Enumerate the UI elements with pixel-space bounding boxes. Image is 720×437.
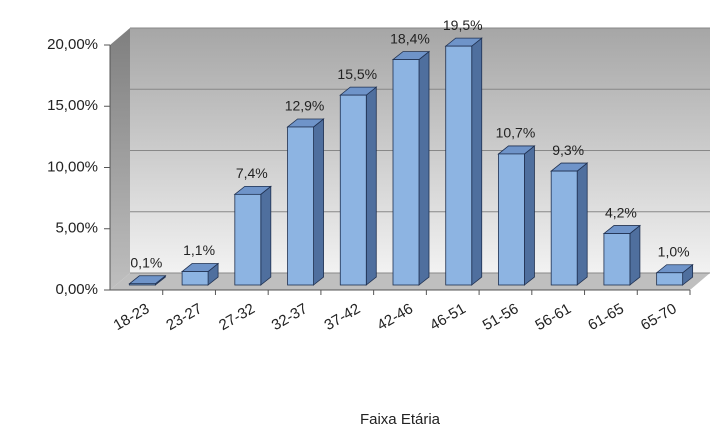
bar [233, 185, 272, 286]
x-tick-label: 37-42 [322, 300, 364, 334]
bar-front [445, 45, 473, 286]
data-label: 4,2% [605, 204, 637, 220]
data-label: 18,4% [390, 30, 430, 46]
bar-side [313, 118, 324, 286]
data-label: 9,3% [552, 142, 584, 158]
bar-side [524, 145, 535, 286]
x-tick-label: 65-70 [638, 300, 680, 334]
data-label: 12,9% [285, 98, 325, 114]
bar-side [629, 224, 641, 286]
bar-side [576, 162, 588, 286]
data-label: 1,0% [658, 243, 690, 259]
bar-front [234, 193, 262, 286]
bar [391, 50, 431, 286]
data-label: 7,4% [236, 165, 268, 181]
bar [339, 86, 378, 286]
bar-front [128, 283, 156, 286]
bar [180, 262, 220, 286]
bar [497, 145, 536, 286]
y-tick-label: 0,00% [55, 281, 98, 298]
bar [286, 118, 325, 286]
bar-side [418, 50, 430, 286]
x-tick-label: 32-37 [269, 300, 311, 334]
x-tick-label: 23-27 [163, 300, 205, 334]
x-axis-title: Faixa Etária [360, 411, 441, 428]
bar-side [260, 185, 272, 286]
bar [602, 224, 642, 286]
side-wall [110, 28, 130, 290]
bar-front [392, 59, 420, 286]
y-tick-label: 10,00% [47, 158, 98, 175]
bar [655, 263, 694, 286]
y-tick-label: 5,00% [55, 220, 98, 237]
bar-side [471, 37, 483, 286]
data-label: 19,5% [443, 17, 483, 33]
x-tick-label: 42-46 [374, 300, 416, 334]
x-tick-label: 51-56 [480, 300, 522, 334]
bar [444, 37, 483, 286]
data-label: 10,7% [496, 125, 536, 141]
data-label: 15,5% [337, 66, 377, 82]
x-tick-label: 56-61 [532, 300, 574, 334]
bar-front [550, 170, 578, 286]
bar-front [498, 153, 525, 286]
data-label: 0,1% [130, 254, 162, 270]
bar-front [287, 126, 314, 286]
bar-front [339, 94, 367, 286]
bar-front [181, 271, 209, 286]
x-tick-label: 61-65 [585, 300, 627, 334]
bar [550, 162, 589, 286]
bar-side [365, 86, 377, 286]
x-tick-label: 27-32 [216, 300, 258, 334]
y-tick-label: 20,00% [47, 36, 98, 53]
x-tick-label: 18-23 [111, 300, 153, 334]
bar-front [603, 233, 631, 286]
bar-front [656, 272, 684, 286]
bar [128, 274, 167, 286]
data-label: 1,1% [183, 242, 215, 258]
y-tick-label: 15,00% [47, 97, 98, 114]
x-tick-label: 46-51 [427, 300, 469, 334]
